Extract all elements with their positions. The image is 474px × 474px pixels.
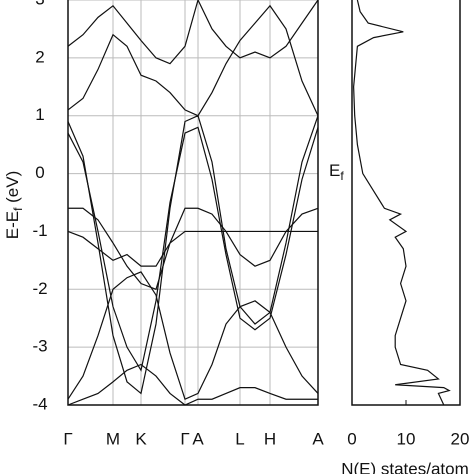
curve [68,207,319,291]
plot-frame [351,0,461,406]
y-label-main: E-E [3,211,22,239]
x-axis-label: N(E) states/atom [341,459,469,474]
x-tick-label: L [235,429,244,448]
curve [67,0,319,65]
x-tick-label: Γ [63,429,72,448]
fermi-label: Ef [329,161,344,183]
plot-frame [67,0,319,406]
y-axis-label: E-Ef (eV) [3,171,25,240]
y-tick-label: -1 [32,221,47,240]
x-tick-label: K [135,429,147,448]
y-tick-label: -4 [32,394,47,413]
y-tick-label: 1 [35,105,44,124]
curve [67,230,318,267]
x-tick-label: A [192,429,204,448]
curve [67,271,319,401]
x-tick-label: 10 [397,429,416,448]
x-tick-label: M [106,429,120,448]
curve [67,114,319,395]
x-tick-label: A [312,429,324,448]
y-tick-label: -3 [32,337,47,356]
curve [67,126,319,372]
curve [353,0,451,406]
x-tick-label: Γ [180,429,189,448]
x-tick-label: 0 [347,429,356,448]
y-label-unit: (eV) [3,171,22,208]
fermi-sub: f [340,169,344,183]
y-tick-label: -2 [32,279,47,298]
curve [67,363,318,406]
fermi-main: E [329,161,340,180]
y-tick-label: 2 [35,47,44,66]
curve [67,4,319,117]
y-label-sub: f [11,207,25,211]
y-tick-label: 0 [35,163,44,182]
x-tick-label: 20 [451,429,470,448]
x-tick-label: H [264,429,276,448]
y-tick-label: 3 [35,0,44,8]
